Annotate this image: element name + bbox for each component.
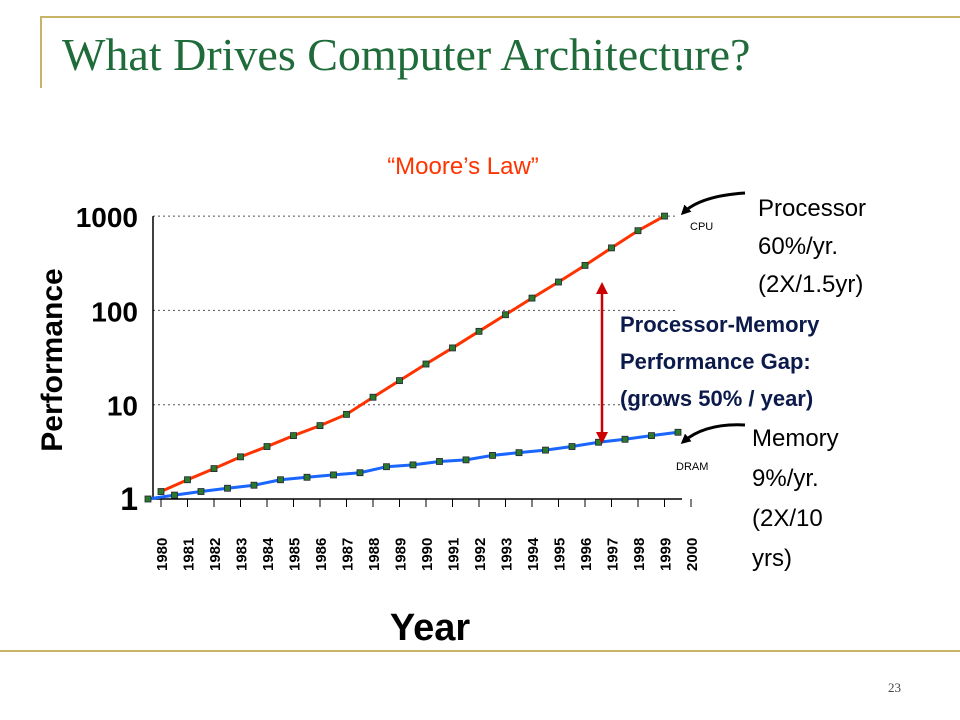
x-axis-label: Year — [390, 607, 471, 649]
x-tick-label-2000: 2000 — [684, 538, 701, 571]
dram-point-1983 — [224, 484, 231, 492]
cpu-point-1991 — [449, 344, 456, 352]
x-tick-label-1997: 1997 — [605, 538, 622, 571]
dram-point-1987 — [330, 471, 337, 479]
x-tick-label-1981: 1981 — [181, 538, 198, 571]
cpu-point-1981 — [184, 476, 191, 484]
cpu-point-1987 — [343, 410, 350, 418]
annotations: Processor 60%/yr. (2X/1.5yr) Memory 9%/yr. (2… — [596, 191, 866, 572]
x-tick-label-1996: 1996 — [578, 538, 595, 571]
dram-point-1990 — [409, 461, 417, 469]
dram-point-1991 — [436, 458, 443, 465]
frame-bottom-line — [0, 650, 960, 652]
x-tick-label-1998: 1998 — [631, 538, 648, 571]
x-tick-label-1988: 1988 — [366, 538, 383, 571]
cpu-annotation-line-1: Processor — [758, 195, 866, 222]
grid — [153, 215, 678, 406]
y-tick-label-1: 1 — [120, 481, 138, 517]
cpu-point-1988 — [369, 393, 377, 401]
x-tick-label-1994: 1994 — [525, 537, 542, 571]
cpu-point-1990 — [422, 360, 430, 368]
dram-point-1994 — [515, 449, 523, 457]
cpu-point-1993 — [502, 311, 509, 319]
cpu-point-1995 — [555, 278, 562, 286]
dram-point-1998 — [621, 435, 629, 443]
dram-point-1992 — [462, 456, 470, 464]
dram-point-1982 — [197, 488, 205, 495]
y-tick-labels: 1 10 100 1000 — [76, 202, 138, 517]
dram-point-1997 — [595, 438, 602, 446]
dram-annotation-line-4: yrs) — [752, 545, 792, 572]
x-tick-label-1995: 1995 — [552, 538, 569, 571]
y-tick-label-100: 100 — [91, 296, 138, 327]
cpu-point-1997 — [608, 244, 615, 252]
y-axis-label: Performance — [36, 268, 69, 451]
cpu-annotation-line-2: 60%/yr. — [758, 233, 838, 260]
x-tick-label-1991: 1991 — [446, 538, 463, 571]
dram-point-1999 — [648, 432, 655, 440]
frame-top-line — [40, 16, 960, 18]
dram-point-1985 — [277, 476, 284, 484]
x-tick-label-1983: 1983 — [234, 538, 251, 571]
x-tick-label-1986: 1986 — [313, 538, 330, 571]
gap-annotation-line-3: (grows 50% / year) — [620, 386, 813, 411]
dram-pointer-arrow — [680, 423, 746, 444]
cpu-point-1994 — [528, 294, 536, 302]
x-tick-label-1987: 1987 — [340, 538, 357, 571]
cpu-point-1996 — [581, 262, 589, 269]
cpu-annotation-line-3: (2X/1.5yr) — [758, 271, 863, 298]
x-ticks — [160, 499, 692, 507]
cpu-point-1989 — [396, 377, 403, 385]
cpu-point-1983 — [237, 453, 244, 461]
page-number: 23 — [888, 680, 901, 695]
dram-point-1981 — [171, 491, 178, 499]
x-tick-label-1984: 1984 — [260, 537, 277, 571]
cpu-point-1992 — [475, 327, 483, 335]
x-tick-label-1993: 1993 — [499, 538, 516, 571]
x-tick-label-1980: 1980 — [154, 538, 171, 571]
x-tick-label-1990: 1990 — [419, 538, 436, 571]
chart-title: “Moore’s Law” — [387, 153, 539, 180]
frame-left-line — [40, 16, 42, 88]
cpu-series-line — [160, 214, 666, 493]
x-tick-label-1992: 1992 — [472, 538, 489, 571]
slide-title: What Drives Computer Architecture? — [62, 29, 751, 80]
cpu-pointer-arrow — [680, 191, 746, 216]
gap-annotation-line-1: Processor-Memory — [620, 312, 820, 337]
dram-annotation-line-3: (2X/10 — [752, 505, 823, 532]
dram-point-1993 — [489, 451, 496, 459]
dram-point-2000 — [674, 428, 682, 436]
dram-point-1986 — [303, 473, 311, 481]
y-tick-label-10: 10 — [107, 391, 138, 422]
dram-point-1996 — [568, 443, 576, 450]
dram-annotation-line-2: 9%/yr. — [752, 465, 819, 492]
dram-point-1988 — [356, 469, 364, 477]
x-tick-label-1999: 1999 — [658, 538, 675, 571]
cpu-point-1984 — [263, 443, 271, 450]
x-tick-label-1989: 1989 — [393, 538, 410, 571]
cpu-series-tag: CPU — [690, 221, 713, 233]
x-tick-label-1985: 1985 — [287, 538, 304, 571]
dram-point-1980 — [144, 495, 152, 503]
gap-annotation-line-2: Performance Gap: — [620, 349, 811, 374]
dram-annotation-line-1: Memory — [752, 425, 839, 452]
cpu-point-1980 — [157, 488, 165, 495]
dram-point-1984 — [250, 481, 258, 489]
cpu-point-1998 — [634, 227, 642, 235]
dram-point-1989 — [383, 463, 390, 471]
dram-point-1995 — [542, 446, 549, 454]
cpu-point-1985 — [290, 432, 297, 440]
x-tick-label-1982: 1982 — [207, 538, 224, 571]
cpu-point-1982 — [210, 465, 218, 473]
dram-series-tag: DRAM — [676, 461, 708, 473]
cpu-point-1986 — [316, 422, 324, 430]
y-tick-label-1000: 1000 — [76, 202, 138, 233]
cpu-point-1999 — [661, 212, 668, 220]
x-tick-labels: 1980 1981 1982 1983 1984 1985 1986 1987 1988 1989… — [154, 537, 701, 571]
series-group: CPU DRAM — [144, 212, 713, 503]
